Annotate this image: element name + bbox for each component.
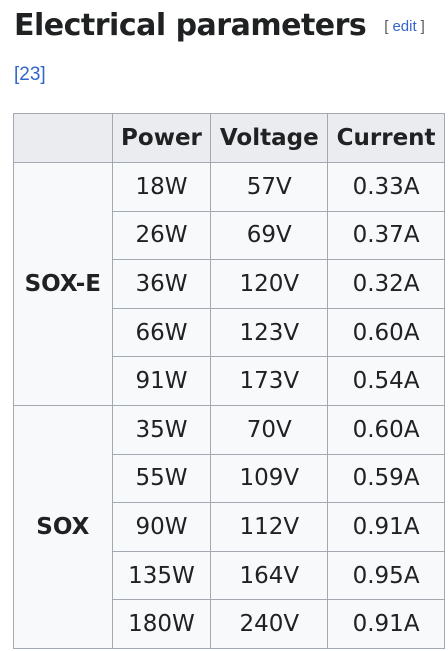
power-cell: 35W bbox=[112, 405, 211, 454]
reference-link[interactable]: [23] bbox=[14, 64, 46, 86]
table-header-row: Power Voltage Current bbox=[14, 114, 445, 163]
power-cell: 180W bbox=[112, 600, 211, 649]
current-cell: 0.60A bbox=[328, 308, 445, 357]
voltage-cell: 109V bbox=[211, 454, 328, 503]
power-cell: 66W bbox=[112, 308, 211, 357]
group-label: SOX-E bbox=[14, 163, 113, 406]
voltage-cell: 120V bbox=[211, 260, 328, 309]
voltage-cell: 123V bbox=[211, 308, 328, 357]
electrical-parameters-table: Power Voltage Current SOX-E 18W 57V 0.33A 26… bbox=[13, 113, 445, 649]
current-cell: 0.32A bbox=[328, 260, 445, 309]
current-cell: 0.91A bbox=[328, 503, 445, 552]
header-empty bbox=[14, 114, 113, 163]
voltage-cell: 173V bbox=[211, 357, 328, 406]
edit-bracket-close: ] bbox=[421, 18, 425, 35]
voltage-cell: 57V bbox=[211, 163, 328, 212]
power-cell: 90W bbox=[112, 503, 211, 552]
table-body: SOX-E 18W 57V 0.33A 26W 69V 0.37A 36W 120V 0.32A 6… bbox=[14, 163, 445, 649]
power-cell: 26W bbox=[112, 211, 211, 260]
edit-section: [edit] bbox=[384, 18, 425, 35]
header-power: Power bbox=[112, 114, 211, 163]
voltage-cell: 70V bbox=[211, 405, 328, 454]
edit-link[interactable]: edit bbox=[392, 18, 416, 35]
section-title: Electrical parameters bbox=[14, 8, 366, 43]
table-row: SOX 35W 70V 0.60A bbox=[14, 405, 445, 454]
current-cell: 0.91A bbox=[328, 600, 445, 649]
header-current: Current bbox=[328, 114, 445, 163]
current-cell: 0.60A bbox=[328, 405, 445, 454]
current-cell: 0.54A bbox=[328, 357, 445, 406]
group-label: SOX bbox=[14, 405, 113, 648]
voltage-cell: 240V bbox=[211, 600, 328, 649]
power-cell: 36W bbox=[112, 260, 211, 309]
power-cell: 18W bbox=[112, 163, 211, 212]
voltage-cell: 69V bbox=[211, 211, 328, 260]
power-cell: 91W bbox=[112, 357, 211, 406]
power-cell: 55W bbox=[112, 454, 211, 503]
header-voltage: Voltage bbox=[211, 114, 328, 163]
section-heading-row: Electrical parameters [edit] bbox=[14, 8, 425, 43]
edit-bracket-open: [ bbox=[384, 18, 388, 35]
current-cell: 0.33A bbox=[328, 163, 445, 212]
current-cell: 0.37A bbox=[328, 211, 445, 260]
voltage-cell: 164V bbox=[211, 551, 328, 600]
current-cell: 0.95A bbox=[328, 551, 445, 600]
current-cell: 0.59A bbox=[328, 454, 445, 503]
table-row: SOX-E 18W 57V 0.33A bbox=[14, 163, 445, 212]
power-cell: 135W bbox=[112, 551, 211, 600]
voltage-cell: 112V bbox=[211, 503, 328, 552]
